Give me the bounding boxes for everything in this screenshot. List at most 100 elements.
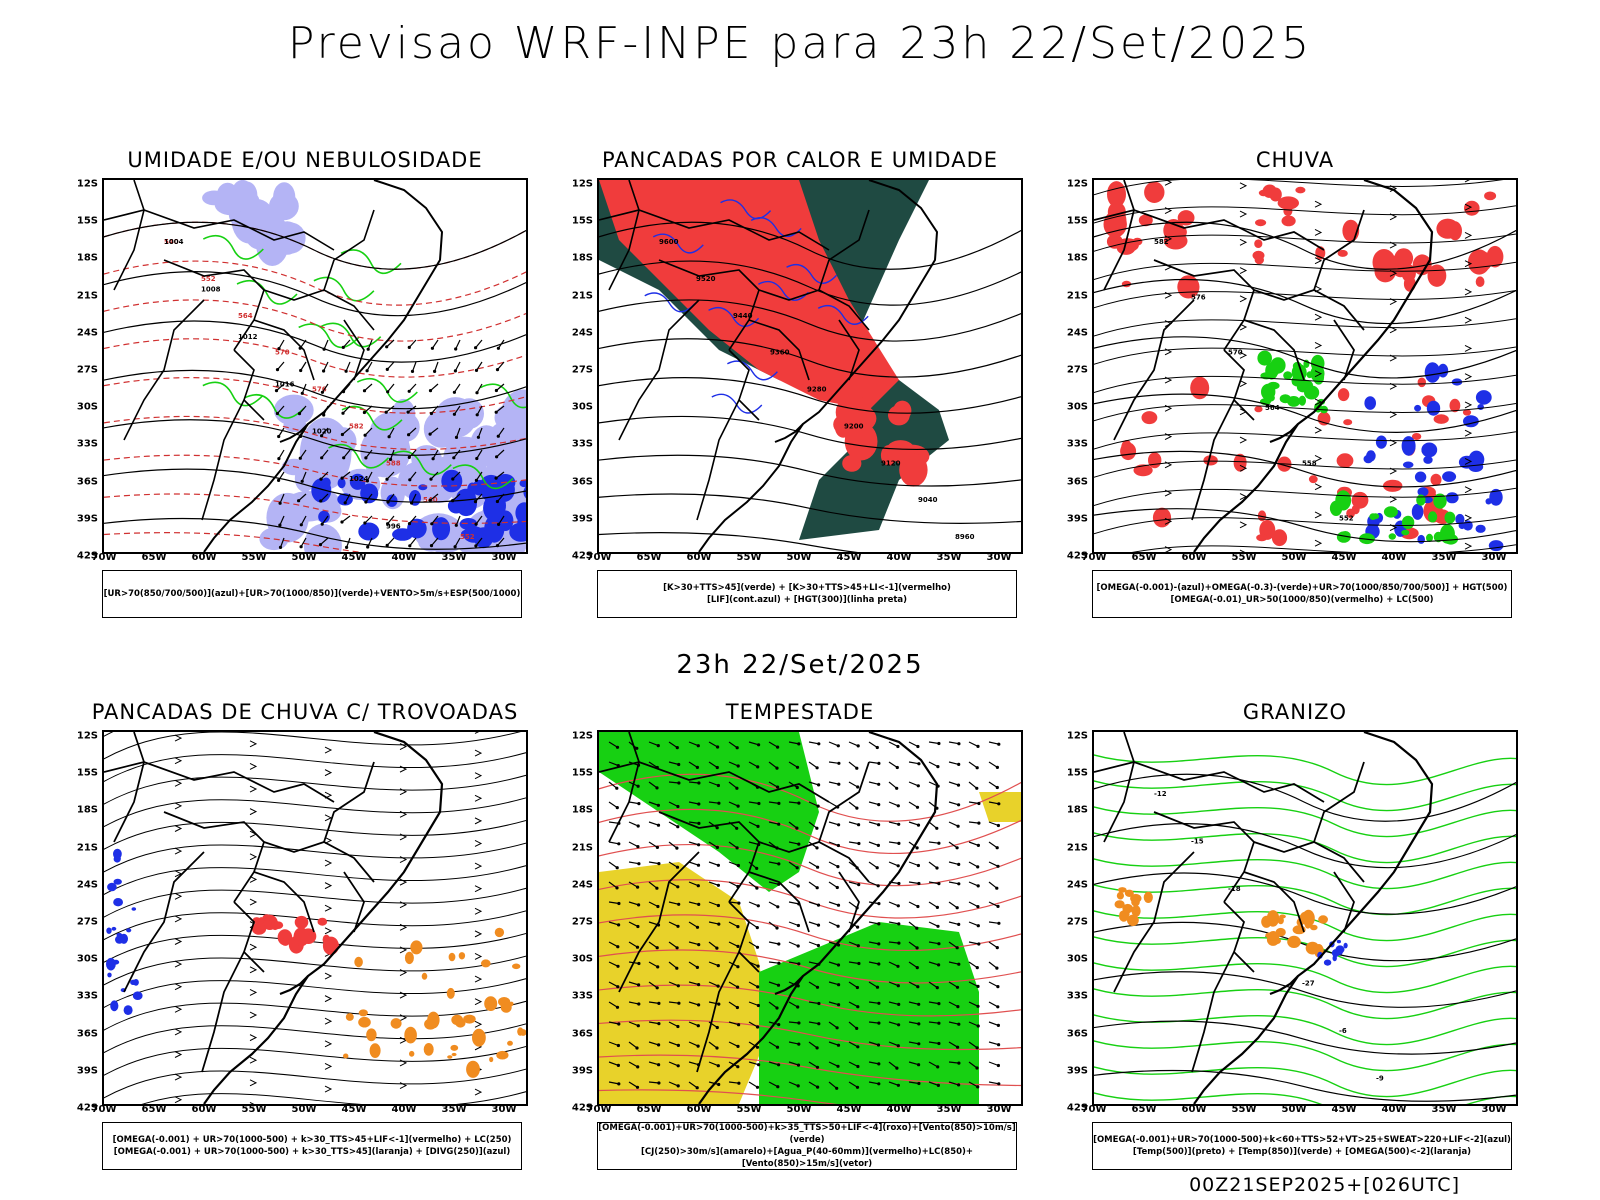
panel-legend: [OMEGA(-0.001)+UR>70(1000-500)+k<60+TTS>… [1092, 1122, 1512, 1170]
map-panel: PANCADAS POR CALOR E UMIDADE 9600 9520 9440… [555, 148, 1045, 648]
latitude-tick-label: 18S [1066, 804, 1088, 816]
longitude-tick-label: 55W [241, 552, 267, 563]
latitude-tick-label: 24S [1066, 879, 1088, 891]
panel-title: CHUVA [1255, 148, 1335, 172]
contour-label: 1008 [201, 285, 221, 293]
latitude-tick-label: 30S [571, 953, 593, 965]
latitude-tick-label: 33S [76, 438, 98, 450]
longitude-tick-label: 65W [141, 1104, 167, 1115]
contour-label: 576 [1191, 293, 1206, 301]
longitude-tick-label: 30W [986, 1104, 1012, 1115]
latitude-tick-label: 15S [1066, 767, 1088, 779]
contour-label: 540 [164, 238, 179, 246]
longitude-tick-label: 70W [91, 1104, 117, 1115]
longitude-tick-label: 60W [191, 1104, 217, 1115]
latitude-tick-label: 12S [76, 730, 98, 742]
longitude-tick-label: 35W [1431, 552, 1457, 563]
latitude-tick-label: 39S [571, 513, 593, 525]
latitude-tick-label: 24S [1066, 327, 1088, 339]
panel-title: PANCADAS POR CALOR E UMIDADE [601, 148, 999, 172]
latitude-tick-label: 21S [571, 290, 593, 302]
longitude-tick-label: 55W [736, 552, 762, 563]
panel-title: GRANIZO [1242, 700, 1348, 724]
panel-legend: [K>30+TTS>45](verde) + [K>30+TTS>45+LI<-… [597, 570, 1017, 618]
latitude-tick-label: 33S [1066, 990, 1088, 1002]
latitude-tick-label: 42S [1066, 1102, 1088, 1114]
contour-label: 1012 [238, 333, 258, 341]
contour-label: 9600 [659, 238, 679, 246]
map-panel: PANCADAS DE CHUVA C/ TROVOADAS 12S 15S 18S 2… [60, 700, 550, 1200]
longitude-tick-label: 30W [1481, 552, 1507, 563]
latitude-tick-label: 30S [1066, 953, 1088, 965]
longitude-tick-label: 60W [1181, 552, 1207, 563]
longitude-tick-label: 50W [291, 552, 317, 563]
latitude-tick-label: 39S [571, 1065, 593, 1077]
legend-line: [LIF](cont.azul) + [HGT(300)](linha pret… [706, 595, 908, 605]
longitude-tick-label: 40W [886, 552, 912, 563]
longitude-tick-label: 70W [586, 1104, 612, 1115]
contour-label: 552 [1339, 515, 1354, 523]
latitude-tick-label: 42S [76, 1102, 98, 1114]
latitude-tick-label: 27S [76, 364, 98, 376]
longitude-tick-label: 30W [491, 1104, 517, 1115]
longitude-tick-label: 55W [1231, 552, 1257, 563]
longitude-tick-label: 50W [786, 552, 812, 563]
longitude-tick-label: 30W [986, 552, 1012, 563]
latitude-tick-label: 15S [571, 215, 593, 227]
contour-label: 570 [275, 349, 290, 357]
legend-line: [OMEGA(-0.001) + UR>70(1000-500) + k>30_… [112, 1135, 512, 1145]
longitude-tick-label: 55W [736, 1104, 762, 1115]
latitude-tick-label: 33S [76, 990, 98, 1002]
contour-label: 582 [349, 422, 364, 430]
latitude-axis: 12S 15S 18S 21S 24S 27S 30S 33S 36S 39S 42S [60, 178, 102, 562]
legend-line: [OMEGA(-0.001)-(azul)+OMEGA(-0.3)-(verde… [1096, 583, 1508, 593]
latitude-tick-label: 18S [1066, 252, 1088, 264]
latitude-tick-label: 15S [571, 767, 593, 779]
longitude-axis: 70W 65W 60W 55W 50W 45W 40W 35W 30W [587, 552, 1023, 566]
panel-legend: [OMEGA(-0.001) + UR>70(1000-500) + k>30_… [102, 1122, 522, 1170]
latitude-tick-label: 36S [1066, 1028, 1088, 1040]
contour-label: -15 [1191, 837, 1204, 845]
longitude-tick-label: 50W [1281, 1104, 1307, 1115]
longitude-tick-label: 40W [391, 1104, 417, 1115]
contour-label: 9280 [807, 386, 827, 394]
latitude-tick-label: 24S [571, 879, 593, 891]
longitude-axis: 70W 65W 60W 55W 50W 45W 40W 35W 30W [587, 1104, 1023, 1118]
contour-label: 1024 [349, 475, 369, 483]
longitude-tick-label: 40W [1381, 1104, 1407, 1115]
latitude-tick-label: 12S [1066, 730, 1088, 742]
latitude-axis: 12S 15S 18S 21S 24S 27S 30S 33S 36S 39S 42S [1050, 730, 1092, 1114]
contour-label: 552 [460, 533, 475, 541]
latitude-axis: 12S 15S 18S 21S 24S 27S 30S 33S 36S 39S 42S [1050, 178, 1092, 562]
longitude-tick-label: 65W [636, 1104, 662, 1115]
map-panel: UMIDADE E/OU NEBULOSIDADE 540 552 564 570 576… [60, 148, 550, 648]
longitude-tick-label: 60W [686, 552, 712, 563]
longitude-tick-label: 65W [141, 552, 167, 563]
latitude-tick-label: 39S [76, 513, 98, 525]
latitude-tick-label: 21S [76, 290, 98, 302]
map-panel: TEMPESTADE 12S 15S 18S 21S 24S 27S 30S 33S 36S 39S… [555, 700, 1045, 1200]
latitude-tick-label: 24S [76, 879, 98, 891]
map-plot: 9600 9520 9440 9360 9280 9200 9120 9040 8960 [597, 178, 1023, 554]
latitude-tick-label: 42S [571, 1102, 593, 1114]
main-title: Previsao WRF-INPE para 23h 22/Set/2025 [287, 18, 1313, 69]
longitude-tick-label: 65W [636, 552, 662, 563]
contour-label: 1020 [312, 428, 332, 436]
longitude-tick-label: 40W [391, 552, 417, 563]
latitude-tick-label: 18S [571, 804, 593, 816]
panel-legend: [OMEGA(-0.001)+UR>70(1000-500)+k>35_TTS>… [597, 1122, 1017, 1170]
panel-title: UMIDADE E/OU NEBULOSIDADE [127, 148, 483, 172]
latitude-tick-label: 27S [571, 364, 593, 376]
contour-label: 570 [1228, 349, 1243, 357]
latitude-tick-label: 39S [76, 1065, 98, 1077]
longitude-tick-label: 30W [1481, 1104, 1507, 1115]
map-plot: 582 576 570 564 558 552 [1092, 178, 1518, 554]
longitude-tick-label: 50W [291, 1104, 317, 1115]
contour-label: 564 [238, 312, 253, 320]
latitude-tick-label: 42S [1066, 550, 1088, 562]
contour-label: -12 [1154, 790, 1167, 798]
latitude-tick-label: 12S [76, 178, 98, 190]
latitude-axis: 12S 15S 18S 21S 24S 27S 30S 33S 36S 39S 42S [60, 730, 102, 1114]
map-panel: GRANIZO-12-15-18-21-27-6-912S15S18S21S24… [1050, 700, 1540, 1200]
latitude-tick-label: 33S [571, 990, 593, 1002]
